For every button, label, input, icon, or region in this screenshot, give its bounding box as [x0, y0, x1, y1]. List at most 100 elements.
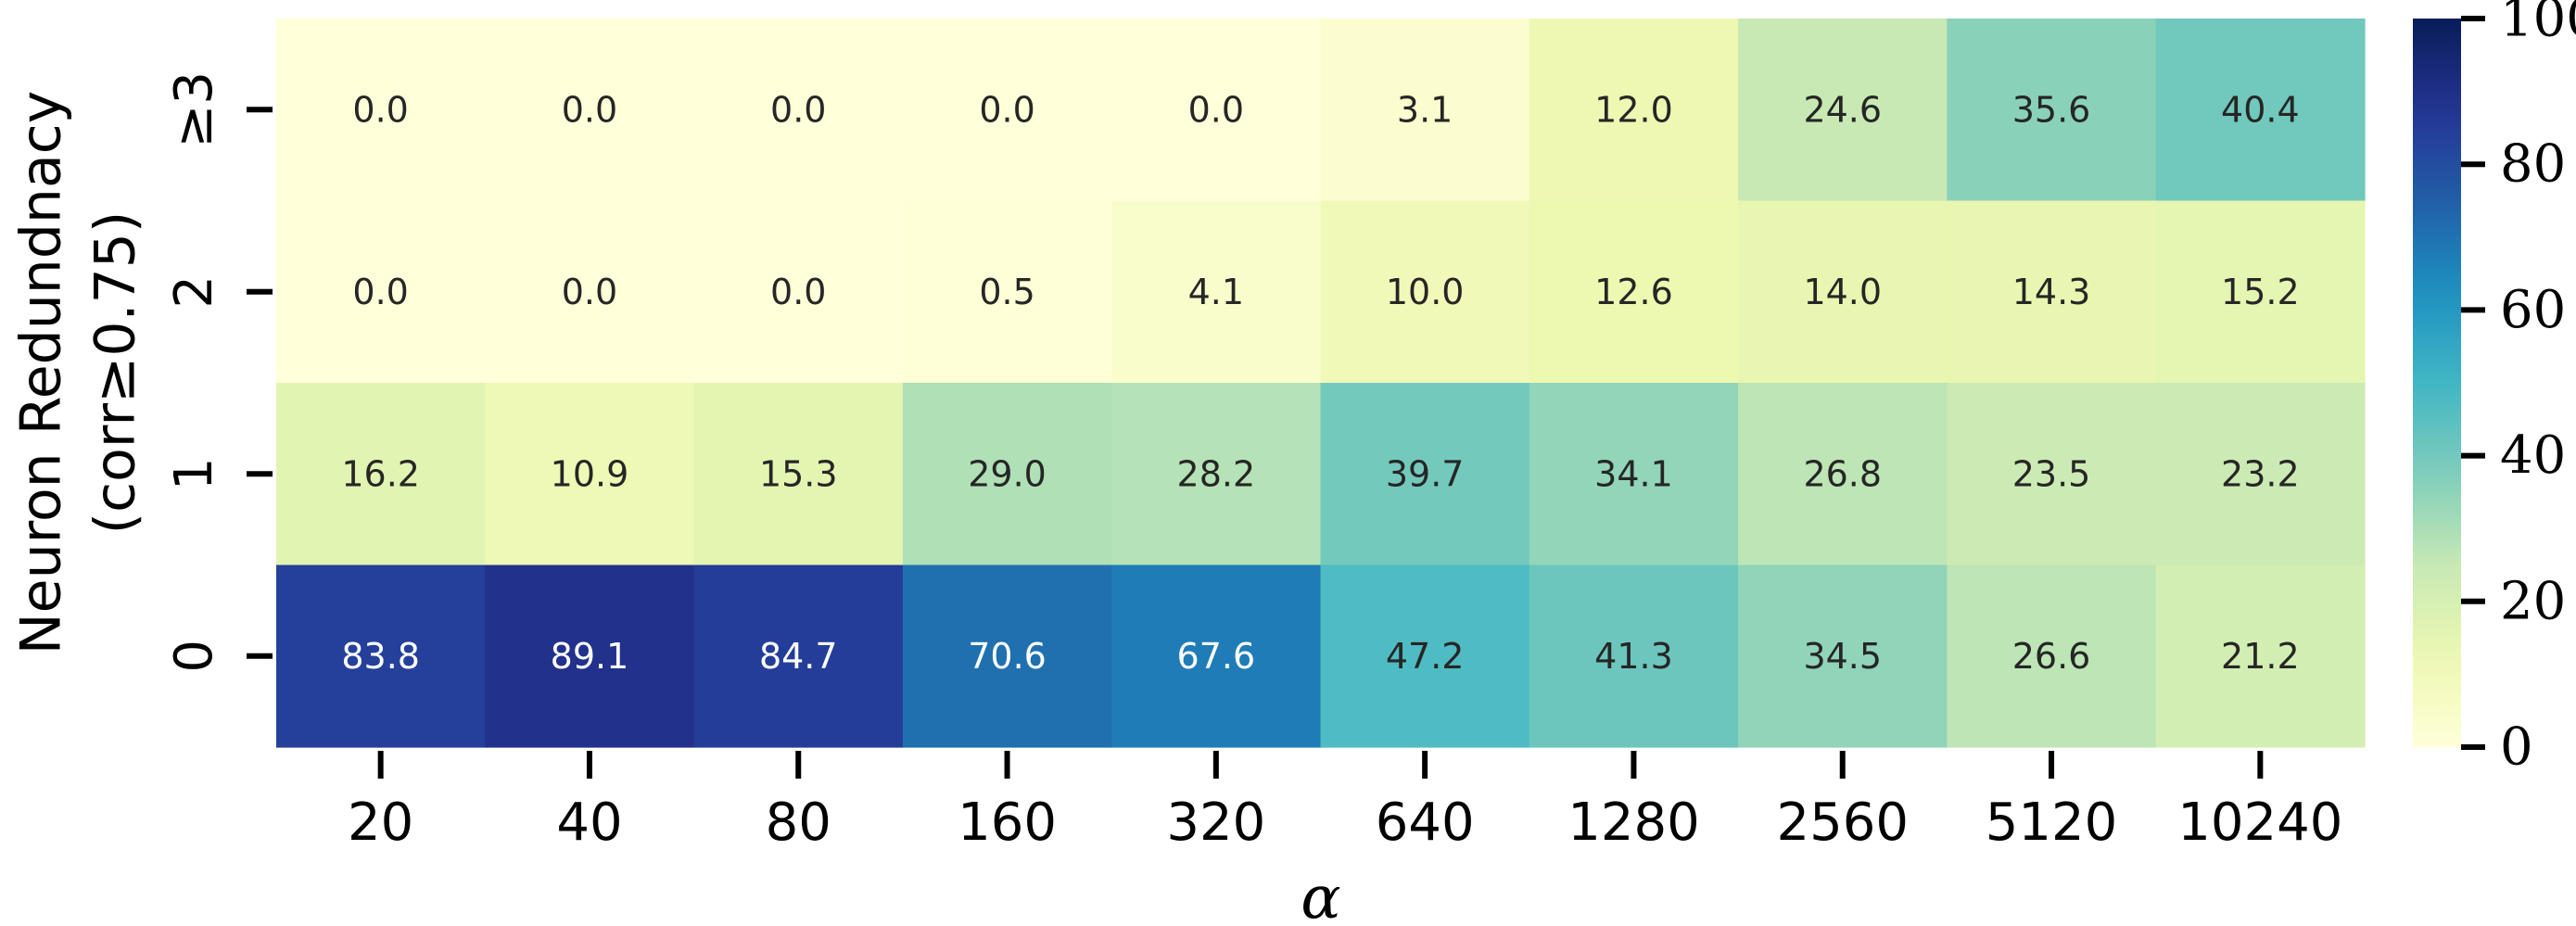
cell-value-label: 70.6: [968, 636, 1047, 677]
heatmap-cell: [1111, 383, 1322, 566]
heatmap-cell: [276, 200, 486, 384]
y-axis-title-line1: Neuron Redundnacy: [9, 91, 74, 654]
colorbar-tick-label: 40: [2500, 425, 2566, 486]
cell-value-label: 23.2: [2221, 453, 2300, 494]
cell-value-label: 0.0: [770, 272, 826, 312]
cell-value-label: 89.1: [551, 636, 629, 677]
cell-value-label: 26.8: [1803, 453, 1882, 494]
heatmap-cell: [485, 383, 695, 566]
y-tick-label: ≥3: [164, 71, 224, 148]
heatmap-cell: [902, 564, 1112, 748]
heatmap-cell: [693, 383, 904, 566]
x-tick-label: 10240: [2177, 793, 2342, 853]
y-tick-label: 2: [164, 275, 224, 309]
x-tick-label: 320: [1166, 793, 1265, 853]
heatmap-cell: [1320, 383, 1530, 566]
colorbar-tick-label: 60: [2500, 280, 2566, 340]
cell-value-label: 26.6: [2012, 636, 2091, 677]
y-tick-label: 1: [164, 457, 224, 490]
heatmap-cell: [2155, 200, 2366, 384]
heatmap-cell: [1738, 564, 1948, 748]
heatmap-cell: [1738, 19, 1948, 202]
cell-value-label: 15.2: [2221, 272, 2300, 312]
cell-value-label: 3.1: [1397, 89, 1453, 130]
colorbar-tick-label: 80: [2500, 134, 2566, 195]
y-axis-ticks: ≥3 2 1 0: [164, 71, 273, 673]
colorbar: 0 20 40 60 80 100: [2413, 0, 2576, 778]
heatmap-cell: [902, 383, 1112, 566]
heatmap-cell: [2155, 564, 2366, 748]
x-axis-title: α: [1301, 864, 1340, 926]
heatmap-cell-labels: 0.0 0.0 0.0 0.0 0.0 3.1 12.0 24.6 35.6 40.4 0.0 0.0…: [341, 89, 2299, 677]
cell-value-label: 14.3: [2012, 272, 2091, 312]
heatmap-cell: [1111, 200, 1322, 384]
cell-value-label: 35.6: [2012, 89, 2091, 130]
cell-value-label: 4.1: [1188, 272, 1244, 312]
cell-value-label: 0.0: [352, 272, 408, 312]
heatmap-cell: [1529, 19, 1739, 202]
heatmap-cells: [276, 19, 2366, 748]
cell-value-label: 0.0: [562, 89, 617, 130]
cell-value-label: 29.0: [968, 453, 1047, 494]
heatmap-cell: [276, 383, 486, 566]
heatmap-cell: [902, 19, 1112, 202]
x-tick-label: 640: [1376, 793, 1475, 853]
cell-value-label: 0.0: [562, 272, 617, 312]
cell-value-label: 10.9: [551, 453, 629, 494]
heatmap-cell: [902, 200, 1112, 384]
heatmap-cell: [1529, 200, 1739, 384]
cell-value-label: 67.6: [1177, 636, 1256, 677]
cell-value-label: 23.5: [2012, 453, 2091, 494]
heatmap-cell: [1320, 200, 1530, 384]
x-tick-label: 20: [348, 793, 413, 853]
heatmap-cell: [2155, 383, 2366, 566]
heatmap-cell: [1947, 19, 2157, 202]
x-axis-ticks: 20 40 80 160 320 640 1280 2560 5120 10240: [348, 751, 2342, 853]
heatmap-cell: [1111, 19, 1322, 202]
heatmap-cell: [1947, 383, 2157, 566]
x-tick-label: 2560: [1776, 793, 1909, 853]
heatmap-cell: [1320, 19, 1530, 202]
cell-value-label: 41.3: [1594, 636, 1673, 677]
cell-value-label: 16.2: [341, 453, 420, 494]
cell-value-label: 40.4: [2221, 89, 2300, 130]
heatmap-cell: [1529, 564, 1739, 748]
heatmap-cell: [1738, 383, 1948, 566]
heatmap-cell: [1738, 200, 1948, 384]
heatmap-cell: [2155, 19, 2366, 202]
colorbar-tick-label: 100: [2500, 0, 2576, 49]
cell-value-label: 47.2: [1386, 636, 1465, 677]
cell-value-label: 0.0: [979, 89, 1034, 130]
x-tick-label: 160: [958, 793, 1057, 853]
colorbar-tick-label: 0: [2500, 717, 2533, 778]
cell-value-label: 84.7: [759, 636, 838, 677]
y-axis-title-line2: (corr≥0.75): [83, 211, 148, 535]
cell-value-label: 34.1: [1594, 453, 1673, 494]
cell-value-label: 34.5: [1803, 636, 1882, 677]
cell-value-label: 21.2: [2221, 636, 2300, 677]
heatmap-cell: [485, 564, 695, 748]
cell-value-label: 12.0: [1594, 89, 1673, 130]
heatmap-cell: [1320, 564, 1530, 748]
colorbar-tick-label: 20: [2500, 571, 2566, 631]
heatmap-cell: [1947, 200, 2157, 384]
cell-value-label: 0.5: [979, 272, 1034, 312]
heatmap-cell: [1529, 383, 1739, 566]
heatmap-cell: [693, 200, 904, 384]
colorbar-gradient: [2413, 19, 2461, 747]
cell-value-label: 10.0: [1386, 272, 1465, 312]
cell-value-label: 0.0: [1188, 89, 1244, 130]
heatmap-cell: [1111, 564, 1322, 748]
x-tick-label: 1280: [1567, 793, 1700, 853]
heatmap-cell: [693, 564, 904, 748]
x-tick-label: 5120: [1986, 793, 2118, 853]
cell-value-label: 12.6: [1594, 272, 1673, 312]
x-tick-label: 40: [556, 793, 622, 853]
heatmap-cell: [276, 564, 486, 748]
heatmap-cell: [1947, 564, 2157, 748]
cell-value-label: 0.0: [352, 89, 408, 130]
heatmap-cell: [485, 19, 695, 202]
cell-value-label: 0.0: [770, 89, 826, 130]
cell-value-label: 24.6: [1803, 89, 1882, 130]
